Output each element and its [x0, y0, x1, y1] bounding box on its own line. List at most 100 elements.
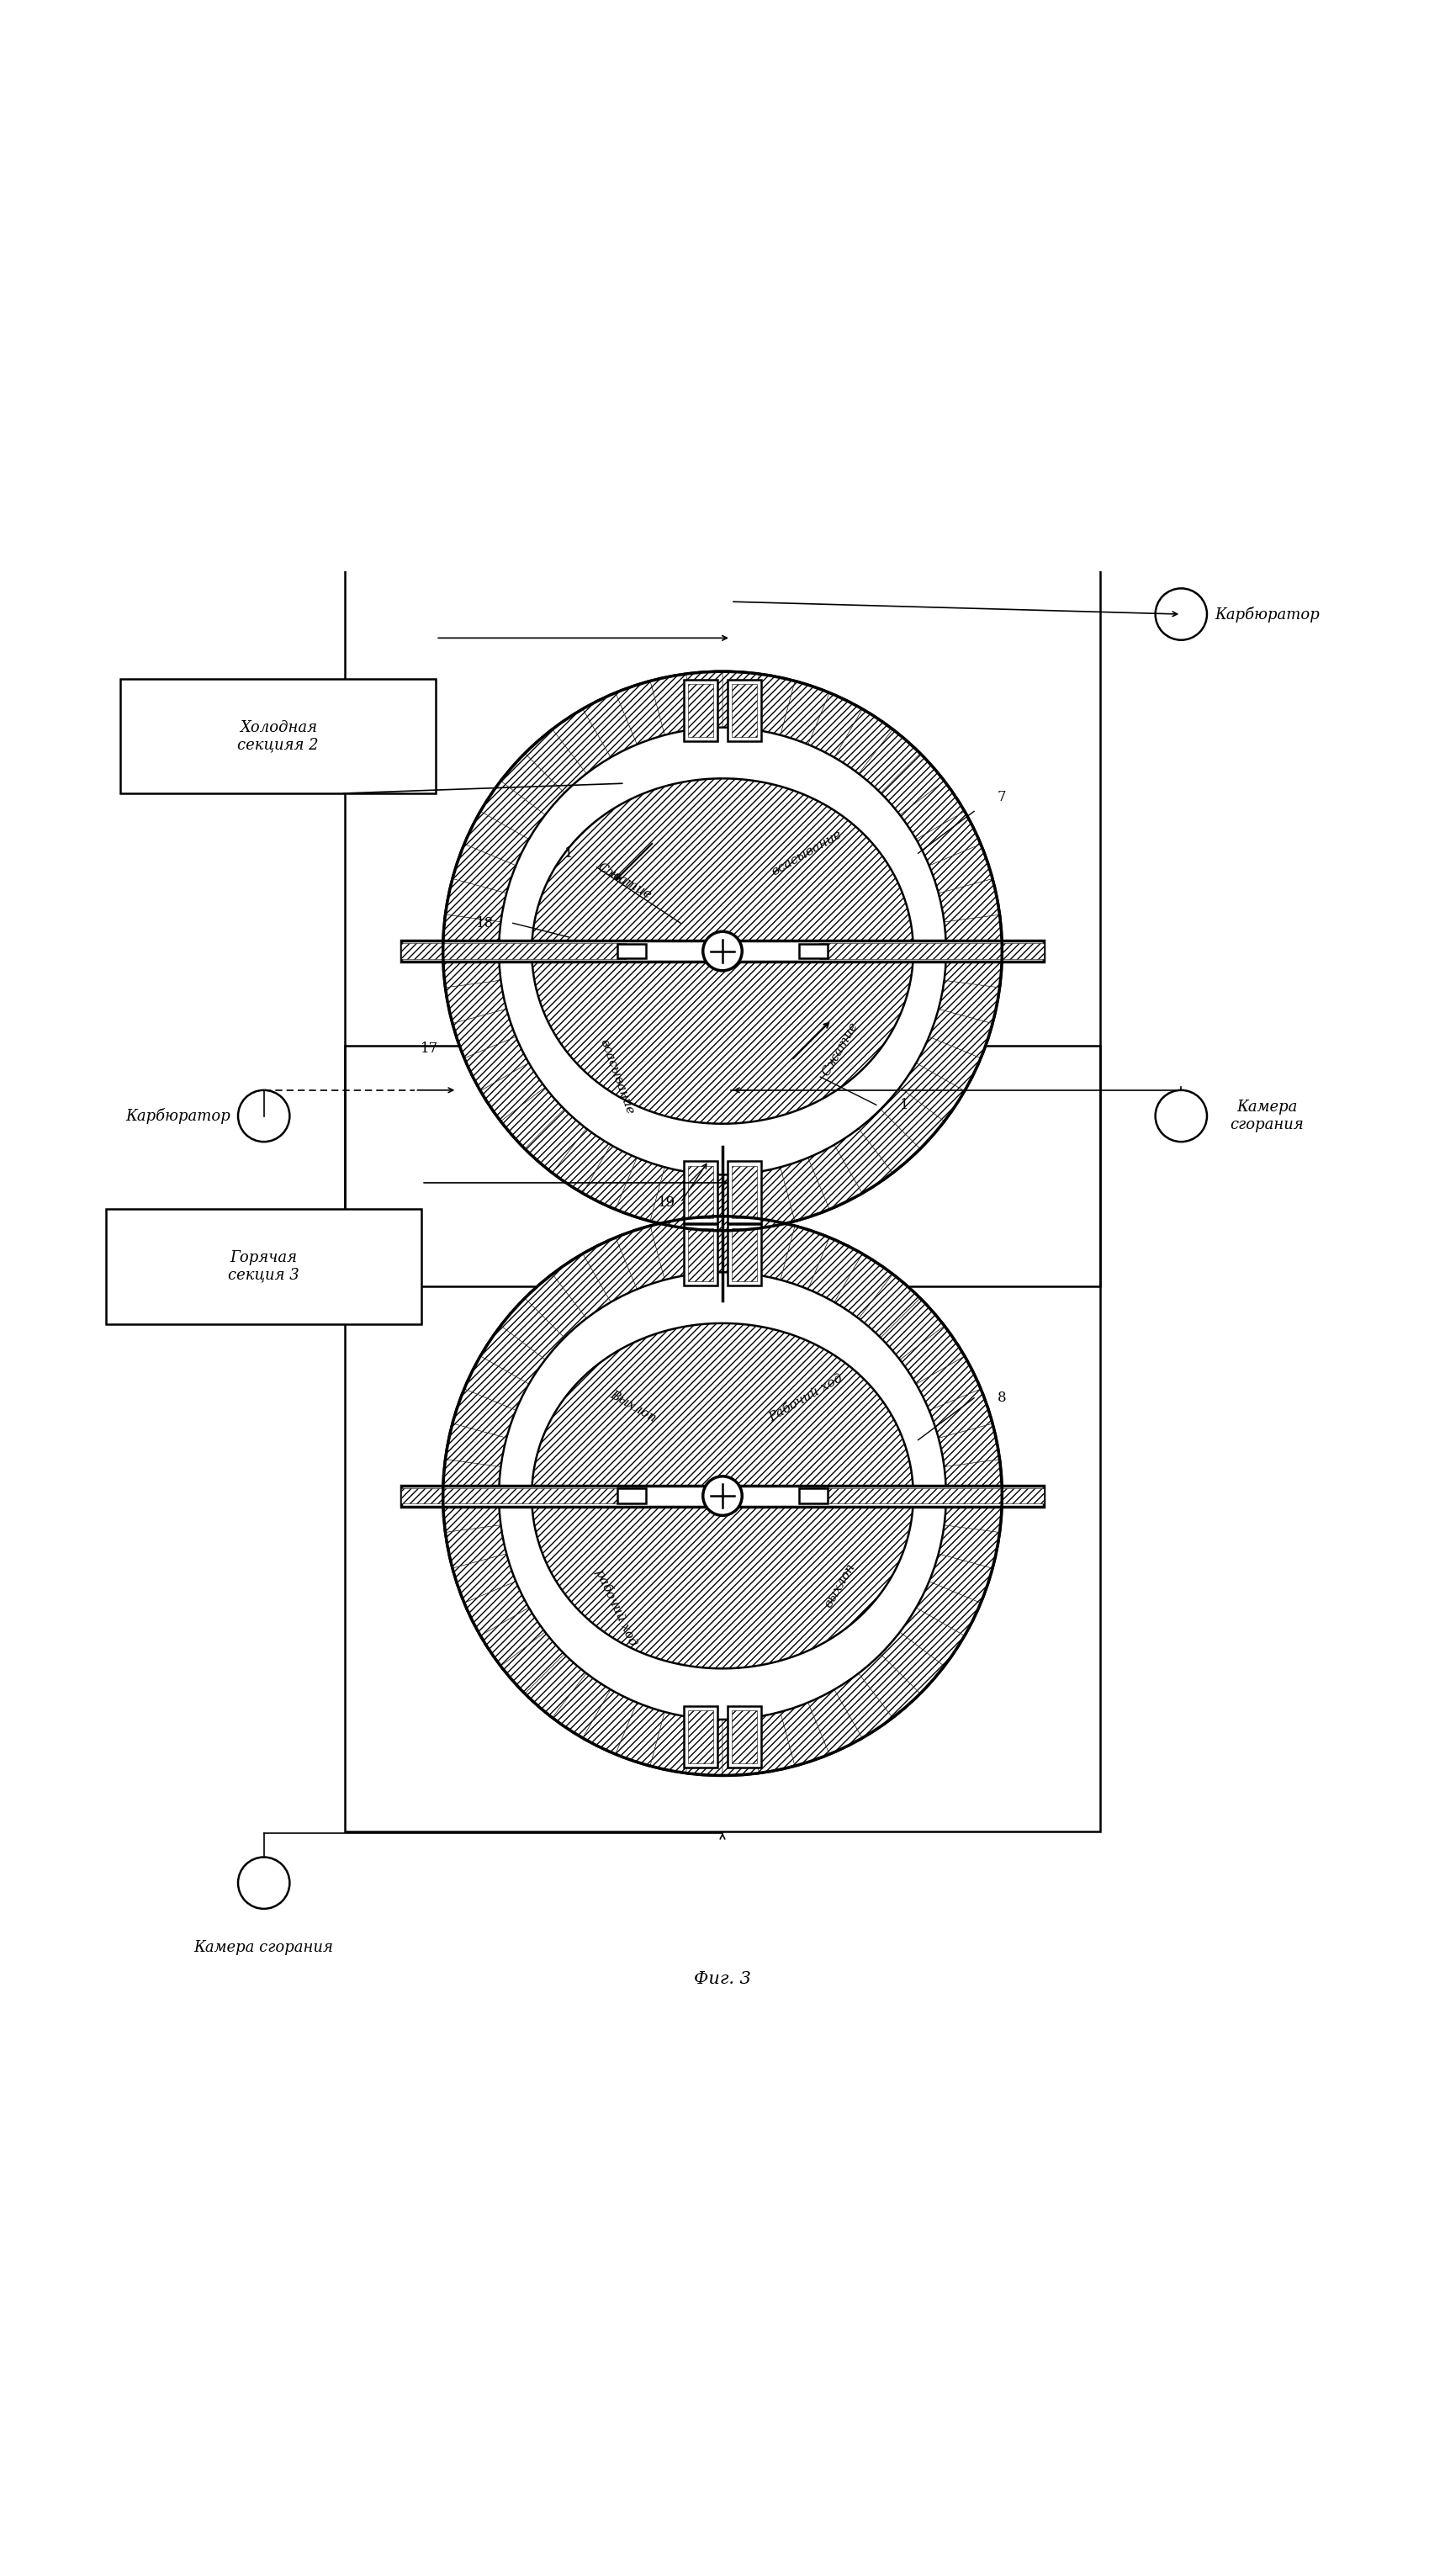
Wedge shape: [501, 752, 565, 814]
Wedge shape: [525, 1110, 587, 1172]
Text: 8: 8: [997, 1391, 1007, 1404]
Wedge shape: [552, 1255, 611, 1319]
Wedge shape: [929, 1010, 993, 1059]
Bar: [402, 1489, 626, 1504]
Bar: [120, 677, 436, 793]
Bar: [617, 943, 646, 958]
Wedge shape: [464, 1582, 529, 1636]
Text: 17: 17: [420, 1041, 438, 1056]
Wedge shape: [944, 1461, 1001, 1497]
Wedge shape: [722, 1216, 759, 1275]
Wedge shape: [938, 981, 1000, 1023]
Wedge shape: [944, 951, 1001, 987]
Wedge shape: [808, 1144, 863, 1208]
Text: Рабочий ход: Рабочий ход: [767, 1373, 845, 1425]
Wedge shape: [722, 672, 759, 729]
Wedge shape: [552, 1128, 611, 1193]
Text: Карбюратор: Карбюратор: [126, 1108, 230, 1123]
Bar: [683, 680, 718, 742]
Wedge shape: [445, 981, 507, 1023]
Text: Камера
сгорания: Камера сгорания: [1230, 1100, 1303, 1133]
Text: Выхлоп: Выхлоп: [608, 1388, 659, 1425]
Text: 1: 1: [900, 1097, 909, 1113]
Wedge shape: [916, 1355, 981, 1409]
Wedge shape: [650, 1713, 694, 1772]
Wedge shape: [751, 1713, 795, 1772]
Wedge shape: [900, 1327, 965, 1383]
Bar: [727, 680, 762, 742]
Wedge shape: [444, 1497, 501, 1533]
Wedge shape: [464, 1036, 529, 1090]
Wedge shape: [722, 1172, 759, 1231]
Wedge shape: [525, 1654, 587, 1718]
Wedge shape: [751, 675, 795, 734]
Wedge shape: [686, 672, 722, 729]
Circle shape: [238, 1857, 289, 1909]
Wedge shape: [452, 845, 516, 894]
Text: всасывание: всасывание: [597, 1038, 636, 1115]
Wedge shape: [582, 1236, 637, 1303]
Wedge shape: [452, 1553, 516, 1602]
Wedge shape: [880, 1633, 944, 1692]
Wedge shape: [880, 1087, 944, 1149]
Polygon shape: [532, 778, 913, 1123]
Wedge shape: [938, 878, 1000, 922]
Text: рабочий ход: рабочий ход: [592, 1566, 640, 1649]
Wedge shape: [938, 1425, 1000, 1466]
Wedge shape: [780, 1703, 829, 1767]
Bar: [731, 683, 757, 737]
Bar: [345, 500, 1100, 1285]
Wedge shape: [834, 708, 893, 773]
Text: Камера сгорания: Камера сгорания: [194, 1940, 334, 1955]
Bar: [799, 943, 828, 958]
Circle shape: [702, 933, 743, 971]
Wedge shape: [916, 1582, 981, 1636]
Text: 19: 19: [657, 1195, 675, 1211]
Wedge shape: [480, 1327, 545, 1383]
Text: Горячая
секция 3: Горячая секция 3: [228, 1249, 299, 1283]
Wedge shape: [686, 1172, 722, 1231]
Bar: [799, 1489, 828, 1504]
Bar: [688, 1229, 714, 1280]
Bar: [402, 1486, 1043, 1507]
Text: Фиг. 3: Фиг. 3: [694, 1971, 751, 1986]
Wedge shape: [880, 752, 944, 814]
Wedge shape: [780, 680, 829, 744]
Wedge shape: [616, 680, 665, 744]
Bar: [683, 1162, 718, 1224]
Wedge shape: [444, 914, 501, 951]
Text: выхлоп: выхлоп: [822, 1561, 857, 1610]
Text: 7: 7: [997, 791, 1007, 804]
Wedge shape: [445, 1525, 507, 1569]
Wedge shape: [480, 781, 545, 840]
Wedge shape: [916, 811, 981, 866]
Wedge shape: [616, 1157, 665, 1221]
Wedge shape: [464, 811, 529, 866]
Wedge shape: [501, 1087, 565, 1149]
Wedge shape: [834, 1674, 893, 1739]
Bar: [819, 1489, 1043, 1504]
Wedge shape: [858, 1275, 920, 1337]
Wedge shape: [900, 1064, 965, 1121]
Wedge shape: [616, 1703, 665, 1767]
Wedge shape: [834, 1128, 893, 1193]
Bar: [688, 1164, 714, 1218]
Wedge shape: [858, 1110, 920, 1172]
Bar: [731, 1229, 757, 1280]
Bar: [105, 1208, 422, 1324]
Wedge shape: [552, 1674, 611, 1739]
Circle shape: [444, 1216, 1001, 1775]
Wedge shape: [582, 1690, 637, 1754]
Wedge shape: [686, 1718, 722, 1775]
Bar: [688, 1710, 714, 1765]
Wedge shape: [751, 1167, 795, 1229]
Text: 18: 18: [475, 917, 494, 930]
Bar: [683, 1224, 718, 1285]
Bar: [731, 1710, 757, 1765]
Text: Сжатие: Сжатие: [819, 1020, 860, 1077]
Wedge shape: [944, 1497, 1001, 1533]
Wedge shape: [452, 1388, 516, 1437]
Circle shape: [1156, 1090, 1207, 1141]
Wedge shape: [858, 729, 920, 793]
Wedge shape: [445, 878, 507, 922]
